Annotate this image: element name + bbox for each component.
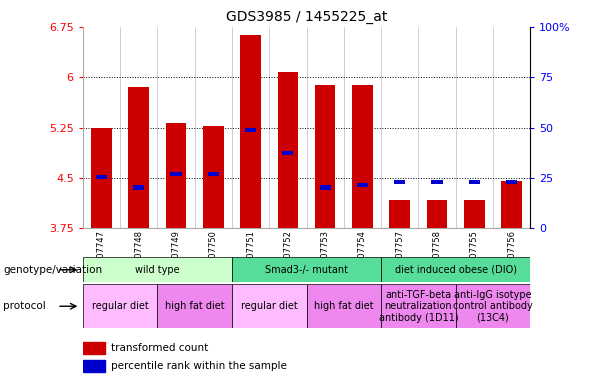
- Bar: [432, 180, 443, 184]
- Bar: [208, 172, 219, 176]
- Bar: [232, 257, 381, 282]
- Bar: [91, 128, 112, 228]
- Text: regular diet: regular diet: [92, 301, 148, 311]
- Bar: [501, 182, 522, 228]
- Text: regular diet: regular diet: [241, 301, 297, 311]
- Bar: [133, 185, 144, 190]
- Text: transformed count: transformed count: [111, 343, 208, 353]
- Bar: [166, 123, 186, 228]
- Bar: [83, 342, 105, 354]
- Text: genotype/variation: genotype/variation: [3, 265, 102, 275]
- Text: high fat diet: high fat diet: [314, 301, 373, 311]
- Bar: [352, 85, 373, 228]
- Bar: [83, 284, 158, 328]
- Text: high fat diet: high fat diet: [165, 301, 224, 311]
- Text: anti-TGF-beta
neutralization
antibody (1D11): anti-TGF-beta neutralization antibody (1…: [379, 290, 458, 323]
- Bar: [170, 172, 181, 176]
- Title: GDS3985 / 1455225_at: GDS3985 / 1455225_at: [226, 10, 387, 25]
- Text: percentile rank within the sample: percentile rank within the sample: [111, 361, 287, 371]
- Bar: [158, 284, 232, 328]
- Bar: [245, 128, 256, 132]
- Bar: [278, 72, 298, 228]
- Bar: [427, 200, 447, 228]
- Bar: [96, 175, 107, 179]
- Bar: [83, 360, 105, 372]
- Bar: [381, 284, 455, 328]
- Bar: [469, 180, 480, 184]
- Bar: [232, 284, 306, 328]
- Text: protocol: protocol: [3, 301, 46, 311]
- Bar: [394, 180, 405, 184]
- Bar: [455, 284, 530, 328]
- Bar: [203, 126, 224, 228]
- Bar: [306, 284, 381, 328]
- Bar: [319, 185, 331, 190]
- Bar: [129, 88, 149, 228]
- Bar: [506, 180, 517, 184]
- Bar: [315, 85, 335, 228]
- Bar: [464, 200, 484, 228]
- Text: anti-IgG isotype
control antibody
(13C4): anti-IgG isotype control antibody (13C4): [453, 290, 533, 323]
- Bar: [282, 151, 294, 155]
- Bar: [240, 35, 261, 228]
- Text: diet induced obese (DIO): diet induced obese (DIO): [395, 265, 517, 275]
- Bar: [381, 257, 530, 282]
- Text: wild type: wild type: [135, 265, 180, 275]
- Bar: [389, 200, 410, 228]
- Bar: [357, 183, 368, 187]
- Text: Smad3-/- mutant: Smad3-/- mutant: [265, 265, 348, 275]
- Bar: [83, 257, 232, 282]
